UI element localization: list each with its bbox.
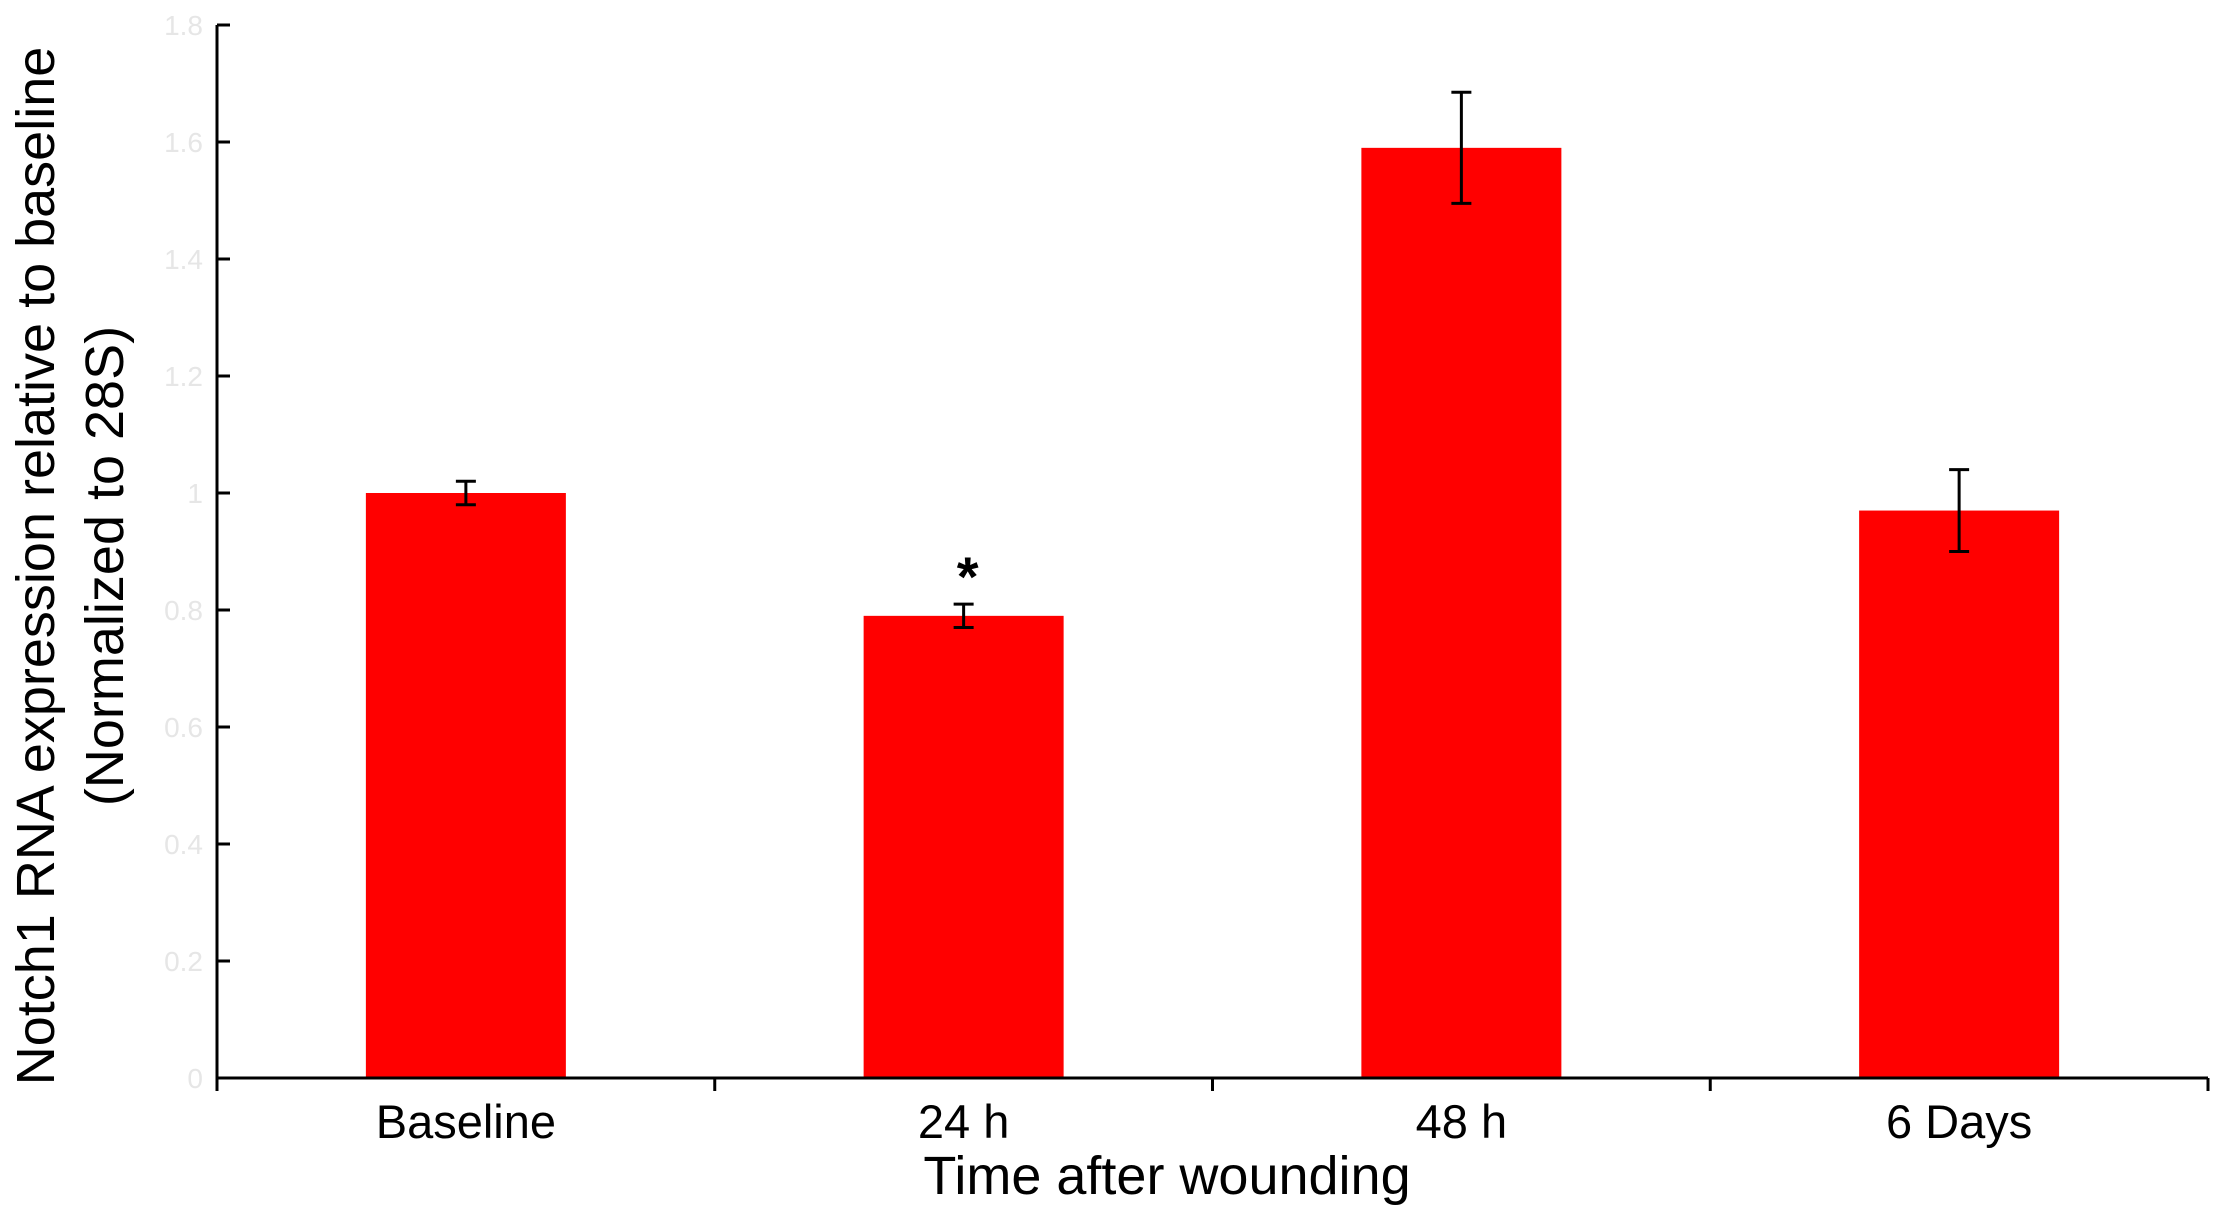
bar-group: [365, 147, 2060, 1079]
y-tick-label: 1.4: [164, 244, 203, 275]
bar: [1361, 147, 1562, 1079]
bar: [1859, 510, 2060, 1078]
bar: [863, 615, 1064, 1078]
x-category-label: 24 h: [918, 1095, 1009, 1148]
x-axis-title: Time after wounding: [923, 1146, 1410, 1206]
y-tick-label: 0.6: [164, 712, 203, 743]
significance-marker: *: [957, 545, 979, 608]
error-bar-group: [455, 90, 1970, 630]
y-axis-subtitle: (Normalized to 28S): [75, 326, 135, 806]
y-tick-label: 1: [187, 478, 203, 509]
y-tick-group: 0 0.2 0.4 0.6 0.8 1 1.2 1.4 1.6 1.8: [164, 10, 230, 1094]
x-category-label: 6 Days: [1886, 1095, 2032, 1148]
y-tick-label: 0: [187, 1063, 203, 1094]
y-tick-label: 0.4: [164, 829, 203, 860]
x-category-label: 48 h: [1416, 1095, 1507, 1148]
bar: [365, 493, 566, 1078]
y-tick-label: 1.6: [164, 127, 203, 158]
y-tick-label: 0.2: [164, 946, 203, 977]
y-tick-label: 1.8: [164, 10, 203, 41]
y-axis-title: Notch1 RNA expression relative to baseli…: [6, 47, 66, 1086]
x-tick-group: Baseline 24 h 48 h 6 Days: [215, 1078, 2210, 1148]
y-tick-label: 0.8: [164, 595, 203, 626]
x-category-label: Baseline: [376, 1095, 556, 1148]
y-tick-label: 1.2: [164, 361, 203, 392]
annotation-group: *: [957, 545, 979, 608]
